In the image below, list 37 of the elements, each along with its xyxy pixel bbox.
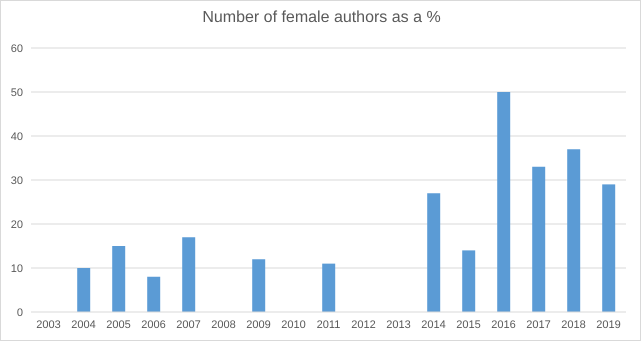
- bar: [147, 276, 160, 312]
- bar: [532, 166, 546, 312]
- y-tick-label: 30: [10, 174, 23, 187]
- bar: [322, 264, 336, 312]
- bar: [567, 149, 580, 312]
- x-tick-label: 2017: [526, 318, 551, 331]
- y-tick-label: 10: [10, 262, 23, 275]
- x-tick-label: 2014: [421, 318, 446, 331]
- x-tick-label: 2006: [141, 318, 166, 331]
- bar: [602, 184, 616, 312]
- x-tick-label: 2007: [176, 318, 201, 331]
- x-tick-label: 2011: [316, 318, 340, 331]
- y-tick-label: 50: [10, 86, 23, 99]
- x-tick-label: 2009: [246, 318, 271, 331]
- chart-title: Number of female authors as a %: [201, 9, 442, 27]
- x-tick-label: 2013: [386, 318, 411, 331]
- bar: [427, 193, 440, 312]
- bar: [252, 259, 266, 312]
- x-tick-label: 2016: [491, 318, 516, 331]
- bar: [182, 237, 196, 312]
- bar: [77, 268, 90, 312]
- bar: [112, 246, 126, 312]
- x-tick-label: 2003: [36, 318, 61, 331]
- y-tick-label: 40: [10, 130, 23, 143]
- x-tick-label: 2018: [561, 318, 586, 331]
- x-tick-label: 2019: [596, 318, 621, 331]
- x-tick-label: 2008: [211, 318, 236, 331]
- y-tick-label: 20: [10, 218, 23, 231]
- y-tick-label: 0: [16, 306, 23, 319]
- bar: [462, 250, 476, 312]
- x-tick-label: 2015: [456, 318, 481, 331]
- x-tick-label: 2012: [351, 318, 376, 331]
- x-tick-label: 2004: [71, 318, 96, 331]
- x-tick-label: 2010: [281, 318, 306, 331]
- x-tick-label: 2005: [106, 318, 131, 331]
- y-tick-label: 60: [10, 42, 23, 55]
- bar: [497, 92, 510, 312]
